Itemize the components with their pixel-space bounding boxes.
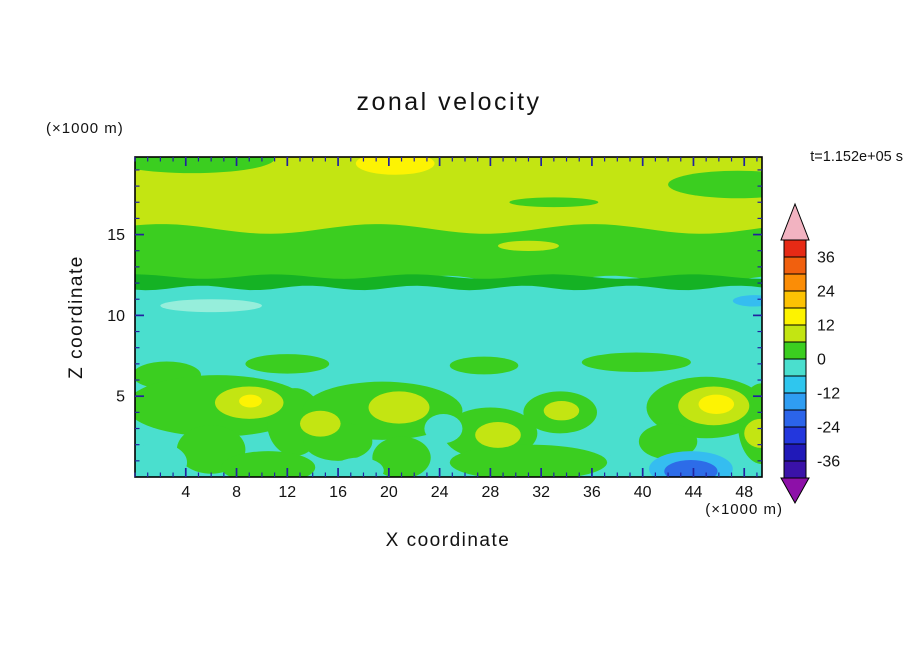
colorbar-cell [783, 273, 807, 292]
field-region-green [638, 423, 698, 460]
field-region-green [668, 170, 762, 199]
colorbar-tick-label: 0 [817, 352, 826, 369]
field-region-green [245, 354, 330, 374]
x-tick-label: 16 [329, 484, 347, 501]
field-region-green [135, 157, 275, 174]
colorbar-cell [783, 290, 807, 309]
x-tick-label: 12 [278, 484, 296, 501]
colorbar-cell [783, 443, 807, 462]
colorbar-cell [783, 239, 807, 258]
colorbar-tick-label: 36 [817, 250, 835, 267]
colorbar-tick-label: -36 [817, 454, 840, 471]
x-tick-label: 40 [634, 484, 652, 501]
field-region-yellowGreen [368, 391, 430, 424]
x-axis-units-label: (×1000 m) [705, 501, 783, 518]
time-annotation: t=1.152e+05 s [810, 149, 903, 165]
colorbar: 36 24 12 0 -12 -24 -36 [780, 202, 840, 505]
field-region-yellow [239, 394, 262, 408]
colorbar-tick-label: -12 [817, 386, 840, 403]
field-region-cyan [333, 457, 384, 477]
field-region-yellowGreen [300, 410, 341, 437]
colorbar-cell [783, 358, 807, 377]
plot-frame [134, 156, 763, 478]
colorbar-cell [783, 341, 807, 360]
z-tick-label: 5 [116, 389, 125, 406]
colorbar-tick-label: 24 [817, 284, 835, 301]
colorbar-tick-label: -24 [817, 420, 840, 437]
x-tick-label: 4 [181, 484, 190, 501]
field-region-blue [664, 460, 718, 477]
x-axis-label: X coordinate [386, 530, 511, 551]
colorbar-cell [783, 324, 807, 343]
field-region-green [221, 451, 316, 477]
z-axis-units-label: (×1000 m) [46, 120, 124, 137]
plot-title: zonal velocity [356, 88, 541, 116]
z-tick-label: 15 [107, 227, 125, 244]
field-region-yellowGreen [475, 422, 521, 448]
field-region-yellowGreen [498, 240, 559, 252]
colorbar-arrow-under [780, 477, 810, 505]
field-region-cyan [586, 417, 638, 456]
field-region-paleCyan [160, 299, 262, 313]
x-tick-label: 28 [481, 484, 499, 501]
contour-field [135, 157, 762, 477]
colorbar-cell [783, 307, 807, 326]
colorbar-cell [783, 409, 807, 428]
colorbar-cell [783, 256, 807, 275]
colorbar-cell [783, 460, 807, 479]
x-tick-label: 20 [380, 484, 398, 501]
field-region-green [509, 197, 599, 208]
field-region-skyBlue [732, 295, 762, 307]
field-region-green [581, 352, 691, 372]
colorbar-tick-label: 12 [817, 318, 835, 335]
field-region-yellowGreen [543, 401, 580, 421]
colorbar-arrow-over [780, 202, 810, 241]
colorbar-cell [783, 392, 807, 411]
field-region-cyan [424, 413, 463, 444]
x-tick-label: 24 [431, 484, 449, 501]
field-region-darkGreen [135, 274, 762, 291]
colorbar-cell [783, 426, 807, 445]
z-axis-label: Z coordinate [66, 255, 87, 379]
field-region-yellowGreen [744, 418, 762, 448]
z-tick-label: 10 [107, 308, 125, 325]
field-region-green [372, 436, 431, 477]
x-tick-label: 48 [735, 484, 753, 501]
field-region-green [135, 224, 762, 286]
field-region-green [449, 356, 519, 375]
field-region-cyan [135, 443, 188, 477]
field-region-yellow [355, 157, 435, 175]
axis-ticks [134, 157, 762, 477]
x-tick-label: 32 [532, 484, 550, 501]
x-tick-label: 44 [685, 484, 703, 501]
x-tick-label: 8 [232, 484, 241, 501]
x-tick-label: 36 [583, 484, 601, 501]
field-region-yellow [698, 394, 735, 414]
colorbar-cell [783, 375, 807, 394]
field-region-green [449, 444, 608, 477]
